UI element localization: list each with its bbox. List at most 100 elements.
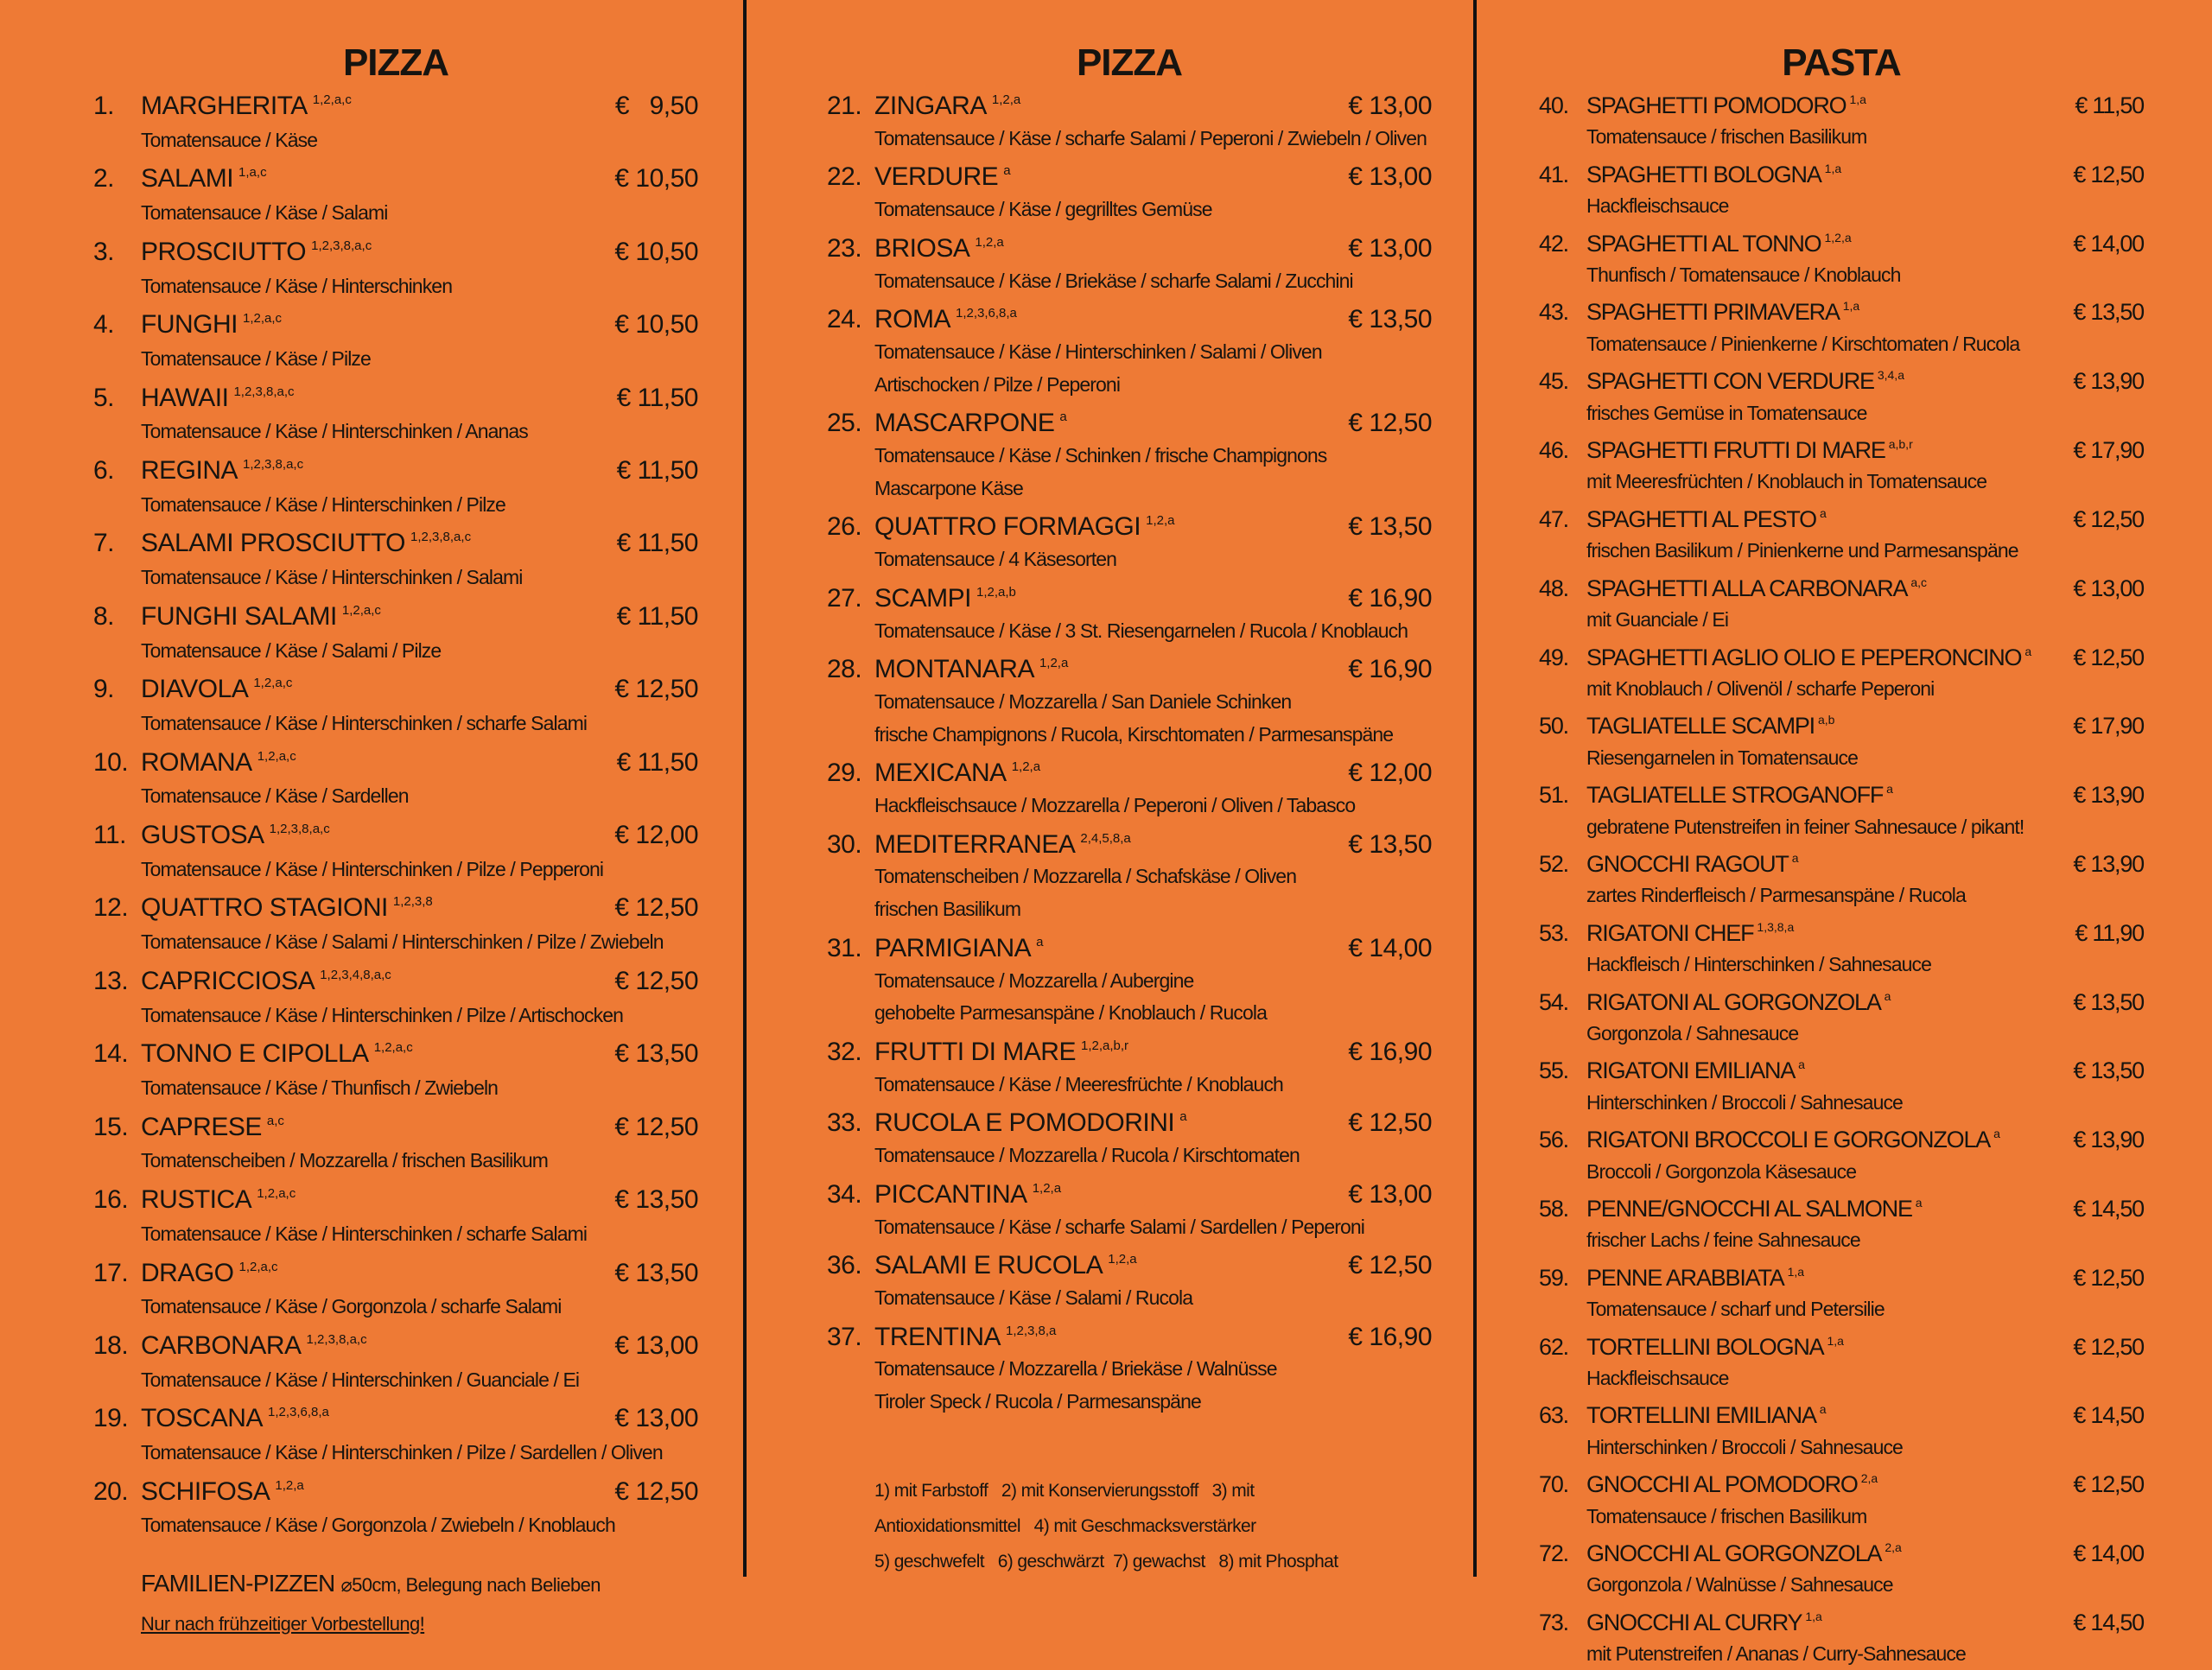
item-description: Tomatensauce / Käse / Hinterschinken / P… (141, 1441, 664, 1464)
section-title: PIZZA (1076, 41, 1183, 84)
allergen-codes: 1,2,a (975, 234, 1004, 250)
menu-item: 63. TORTELLINI EMILIANA a € 14,50 Hinterschi… (1539, 1394, 2145, 1463)
item-name: GNOCCHI RAGOUT a (1586, 842, 2068, 879)
menu-item: 43. SPAGHETTI PRIMAVERA 1,a € 13,50 Tomatens… (1539, 290, 2145, 359)
menu-item: 2. SALAMI 1,a,c € 10,50 Tomatensauce / Käse … (93, 156, 698, 229)
item-name-text: FUNGHI (141, 310, 238, 340)
menu-item: 53. RIGATONI CHEF 1,3,8,a € 11,90 Hackfleisc… (1539, 911, 2145, 981)
item-name: DIAVOLA 1,2,a,c (141, 667, 609, 707)
item-name: CAPRESE a,c (141, 1105, 609, 1145)
item-description: Tomatensauce / Käse / scharfe Salami / S… (874, 1215, 1365, 1238)
item-price: € 14,50 (2073, 1196, 2145, 1222)
item-description: Tomatensauce / Käse / Meeresfrüchte / Kn… (874, 1072, 1284, 1095)
menu-item: 55. RIGATONI EMILIANA a € 13,50 Hinterschink… (1539, 1049, 2145, 1118)
item-name: PENNE/GNOCCHI AL SALMONE a (1586, 1187, 2068, 1224)
item-description: Gorgonzola / Sahnesauce (1586, 1021, 1799, 1045)
item-number: 9. (93, 675, 115, 704)
item-name-text: PICCANTINA (874, 1179, 1027, 1209)
item-name: TORTELLINI BOLOGNA 1,a (1586, 1325, 2068, 1362)
item-name-text: GNOCCHI AL CURRY (1586, 1609, 1803, 1635)
item-price: € 13,50 (1348, 512, 1432, 542)
item-name-text: RUSTICA (141, 1185, 252, 1215)
item-name: RIGATONI EMILIANA a (1586, 1049, 2068, 1086)
menu-item: 70. GNOCCHI AL POMODORO 2,a € 12,50 Tomatens… (1539, 1463, 2145, 1532)
item-price: € 13,90 (2073, 368, 2145, 395)
item-description: Mascarpone Käse (874, 476, 1024, 499)
item-name-text: RIGATONI AL GORGONZOLA (1586, 988, 1882, 1015)
item-name: TAGLIATELLE STROGANOFF a (1586, 773, 2068, 810)
item-description: Tomatensauce / frischen Basilikum (1586, 125, 1867, 149)
item-name: SALAMI PROSCIUTTO 1,2,3,8,a,c (141, 521, 612, 561)
allergen-codes: 1,2,a (1146, 513, 1175, 529)
menu-item: 48. SPAGHETTI ALLA CARBONARA a,c € 13,00 mit… (1539, 567, 2145, 636)
item-name-text: MEDITERRANEA (874, 829, 1076, 859)
item-price: € 12,50 (1348, 1108, 1432, 1138)
allergen-codes: 1,2,3,8,a,c (269, 822, 330, 837)
item-description: Tomatensauce / Käse / Hinterschinken / P… (141, 492, 506, 516)
item-description: Tomatensauce / Käse / Hinterschinken / P… (141, 1003, 624, 1026)
item-name: SPAGHETTI AL TONNO 1,2,a (1586, 222, 2068, 259)
item-description: Tomatensauce / Käse / Hinterschinken / P… (141, 857, 604, 880)
menu-item: 21. ZINGARA 1,2,a € 13,00 Tomatensauce / Käs… (827, 84, 1432, 155)
item-name-text: GNOCCHI AL POMODORO (1586, 1471, 1859, 1498)
item-name-text: BRIOSA (874, 233, 970, 263)
item-description: frischer Lachs / feine Sahnesauce (1586, 1229, 1861, 1252)
item-description: Hinterschinken / Broccoli / Sahnesauce (1586, 1090, 1904, 1114)
item-number: 7. (93, 529, 115, 558)
allergen-footnote: Antioxidationsmittel 4) mit Geschmacksve… (874, 1515, 1256, 1536)
allergen-codes: a,c (1910, 575, 1928, 589)
menu-item: 37. TRENTINA 1,2,3,8,a € 16,90 Tomatensauce … (827, 1315, 1432, 1419)
allergen-codes: 1,2,a,b (976, 584, 1016, 600)
menu-item: 59. PENNE ARABBIATA 1,a € 12,50 Tomatensauce… (1539, 1256, 2145, 1325)
item-price: € 12,50 (614, 1476, 698, 1506)
item-name-text: FUNGHI SALAMI (141, 601, 337, 631)
menu-item: 40. SPAGHETTI POMODORO 1,a € 11,50 Tomatensa… (1539, 84, 2145, 153)
item-name: BRIOSA 1,2,a (874, 226, 1343, 265)
menu-item: 23. BRIOSA 1,2,a € 13,00 Tomatensauce / Käse… (827, 226, 1432, 297)
item-name-text: TORTELLINI BOLOGNA (1586, 1333, 1825, 1360)
section-title: PASTA (1782, 41, 1902, 84)
item-description: frische Champignons / Rucola, Kirschtoma… (874, 722, 1394, 746)
item-price: € 13,50 (1348, 829, 1432, 859)
item-description: Tomatensauce / Käse / Schinken / frische… (874, 444, 1327, 467)
item-price: € 13,00 (614, 1330, 698, 1360)
item-price: € 9,50 (614, 92, 699, 120)
item-name-text: QUATTRO STAGIONI (141, 893, 388, 923)
allergen-codes: 1,2,a,c (243, 311, 283, 327)
menu-item: 14. TONNO E CIPOLLA 1,2,a,c € 13,50 Tomatens… (93, 1032, 698, 1104)
item-price: € 17,90 (2073, 713, 2145, 740)
item-name-text: MARGHERITA (141, 92, 308, 120)
menu-item: 42. SPAGHETTI AL TONNO 1,2,a € 14,00 Thunfis… (1539, 222, 2145, 291)
item-number: 62. (1539, 1333, 1569, 1360)
item-description: Tomatensauce / Käse / Pilze (141, 346, 372, 370)
item-number: 52. (1539, 850, 1569, 877)
item-name-text: SALAMI PROSCIUTTO (141, 529, 406, 558)
item-number: 43. (1539, 299, 1569, 326)
item-price: € 13,50 (2073, 299, 2145, 326)
item-price: € 13,50 (2073, 1057, 2145, 1084)
allergen-codes: 1,2,3,8,a,c (311, 238, 372, 253)
item-description: Hinterschinken / Broccoli / Sahnesauce (1586, 1435, 1904, 1458)
menu-item: 33. RUCOLA E POMODORINI a € 12,50 Tomatensau… (827, 1101, 1432, 1172)
item-name-text: TONNO E CIPOLLA (141, 1039, 369, 1069)
item-number: 47. (1539, 505, 1569, 532)
menu-item: 12. QUATTRO STAGIONI 1,2,3,8 € 12,50 Tomaten… (93, 886, 698, 958)
item-price: € 12,50 (614, 893, 698, 923)
item-name-text: MASCARPONE (874, 409, 1055, 438)
item-name: QUATTRO FORMAGGI 1,2,a (874, 505, 1343, 543)
item-name: RUCOLA E POMODORINI a (874, 1101, 1343, 1140)
item-name: SPAGHETTI ALLA CARBONARA a,c (1586, 567, 2068, 604)
allergen-codes: a (1819, 1402, 1827, 1417)
item-number: 17. (93, 1258, 129, 1287)
menu-item: 19. TOSCANA 1,2,3,6,8,a € 13,00 Tomatensauce… (93, 1396, 698, 1469)
menu-item: 17. DRAGO 1,2,a,c € 13,50 Tomatensauce / Käs… (93, 1251, 698, 1324)
item-name-text: SPAGHETTI AL TONNO (1586, 230, 1822, 257)
allergen-codes: 1,2,a,c (238, 1259, 278, 1274)
allergen-codes: 1,a (1787, 1264, 1805, 1279)
item-price: € 13,50 (2073, 988, 2145, 1015)
item-name-text: ROMANA (141, 747, 252, 777)
item-price: € 12,00 (1348, 759, 1432, 788)
item-description: Thunfisch / Tomatensauce / Knoblauch (1586, 264, 1901, 287)
item-name: FUNGHI SALAMI 1,2,a,c (141, 594, 612, 634)
item-number: 34. (827, 1179, 862, 1209)
